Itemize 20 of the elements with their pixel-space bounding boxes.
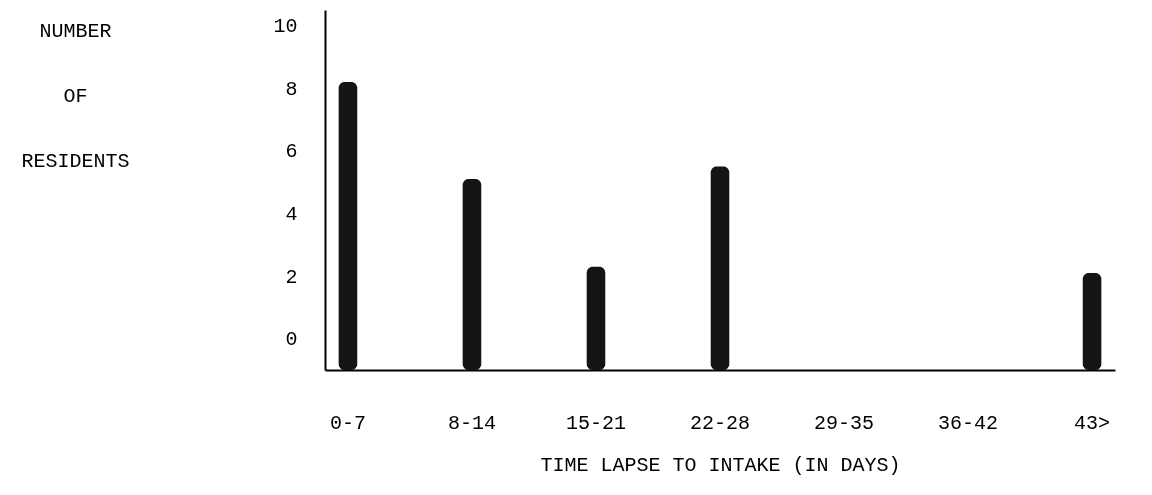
bar — [1082, 272, 1102, 370]
x-tick-label: 0-7 — [329, 411, 366, 435]
y-tick-label: 10 — [273, 15, 298, 39]
y-tick-label: 8 — [285, 77, 298, 101]
x-tick-label: 8-14 — [447, 411, 496, 435]
bar — [338, 82, 358, 370]
x-axis-title: TIME LAPSE TO INTAKE (IN DAYS) — [540, 453, 901, 477]
x-tick-label: 36-42 — [938, 411, 999, 435]
y-tick-label: 6 — [285, 140, 298, 164]
x-tick-label: 22-28 — [689, 411, 751, 435]
x-tick-label: 29-35 — [814, 411, 875, 435]
x-tick-label: 15-21 — [565, 411, 626, 435]
bar — [462, 179, 482, 370]
text: NUMBER OF RESIDENTS — [21, 19, 130, 173]
y-tick-label: 2 — [285, 265, 298, 289]
bar — [586, 266, 606, 370]
x-tick-label: 43> — [1074, 411, 1111, 435]
y-tick-label: 0 — [285, 328, 298, 352]
y-tick-label: 4 — [285, 202, 298, 226]
bar — [710, 166, 730, 370]
